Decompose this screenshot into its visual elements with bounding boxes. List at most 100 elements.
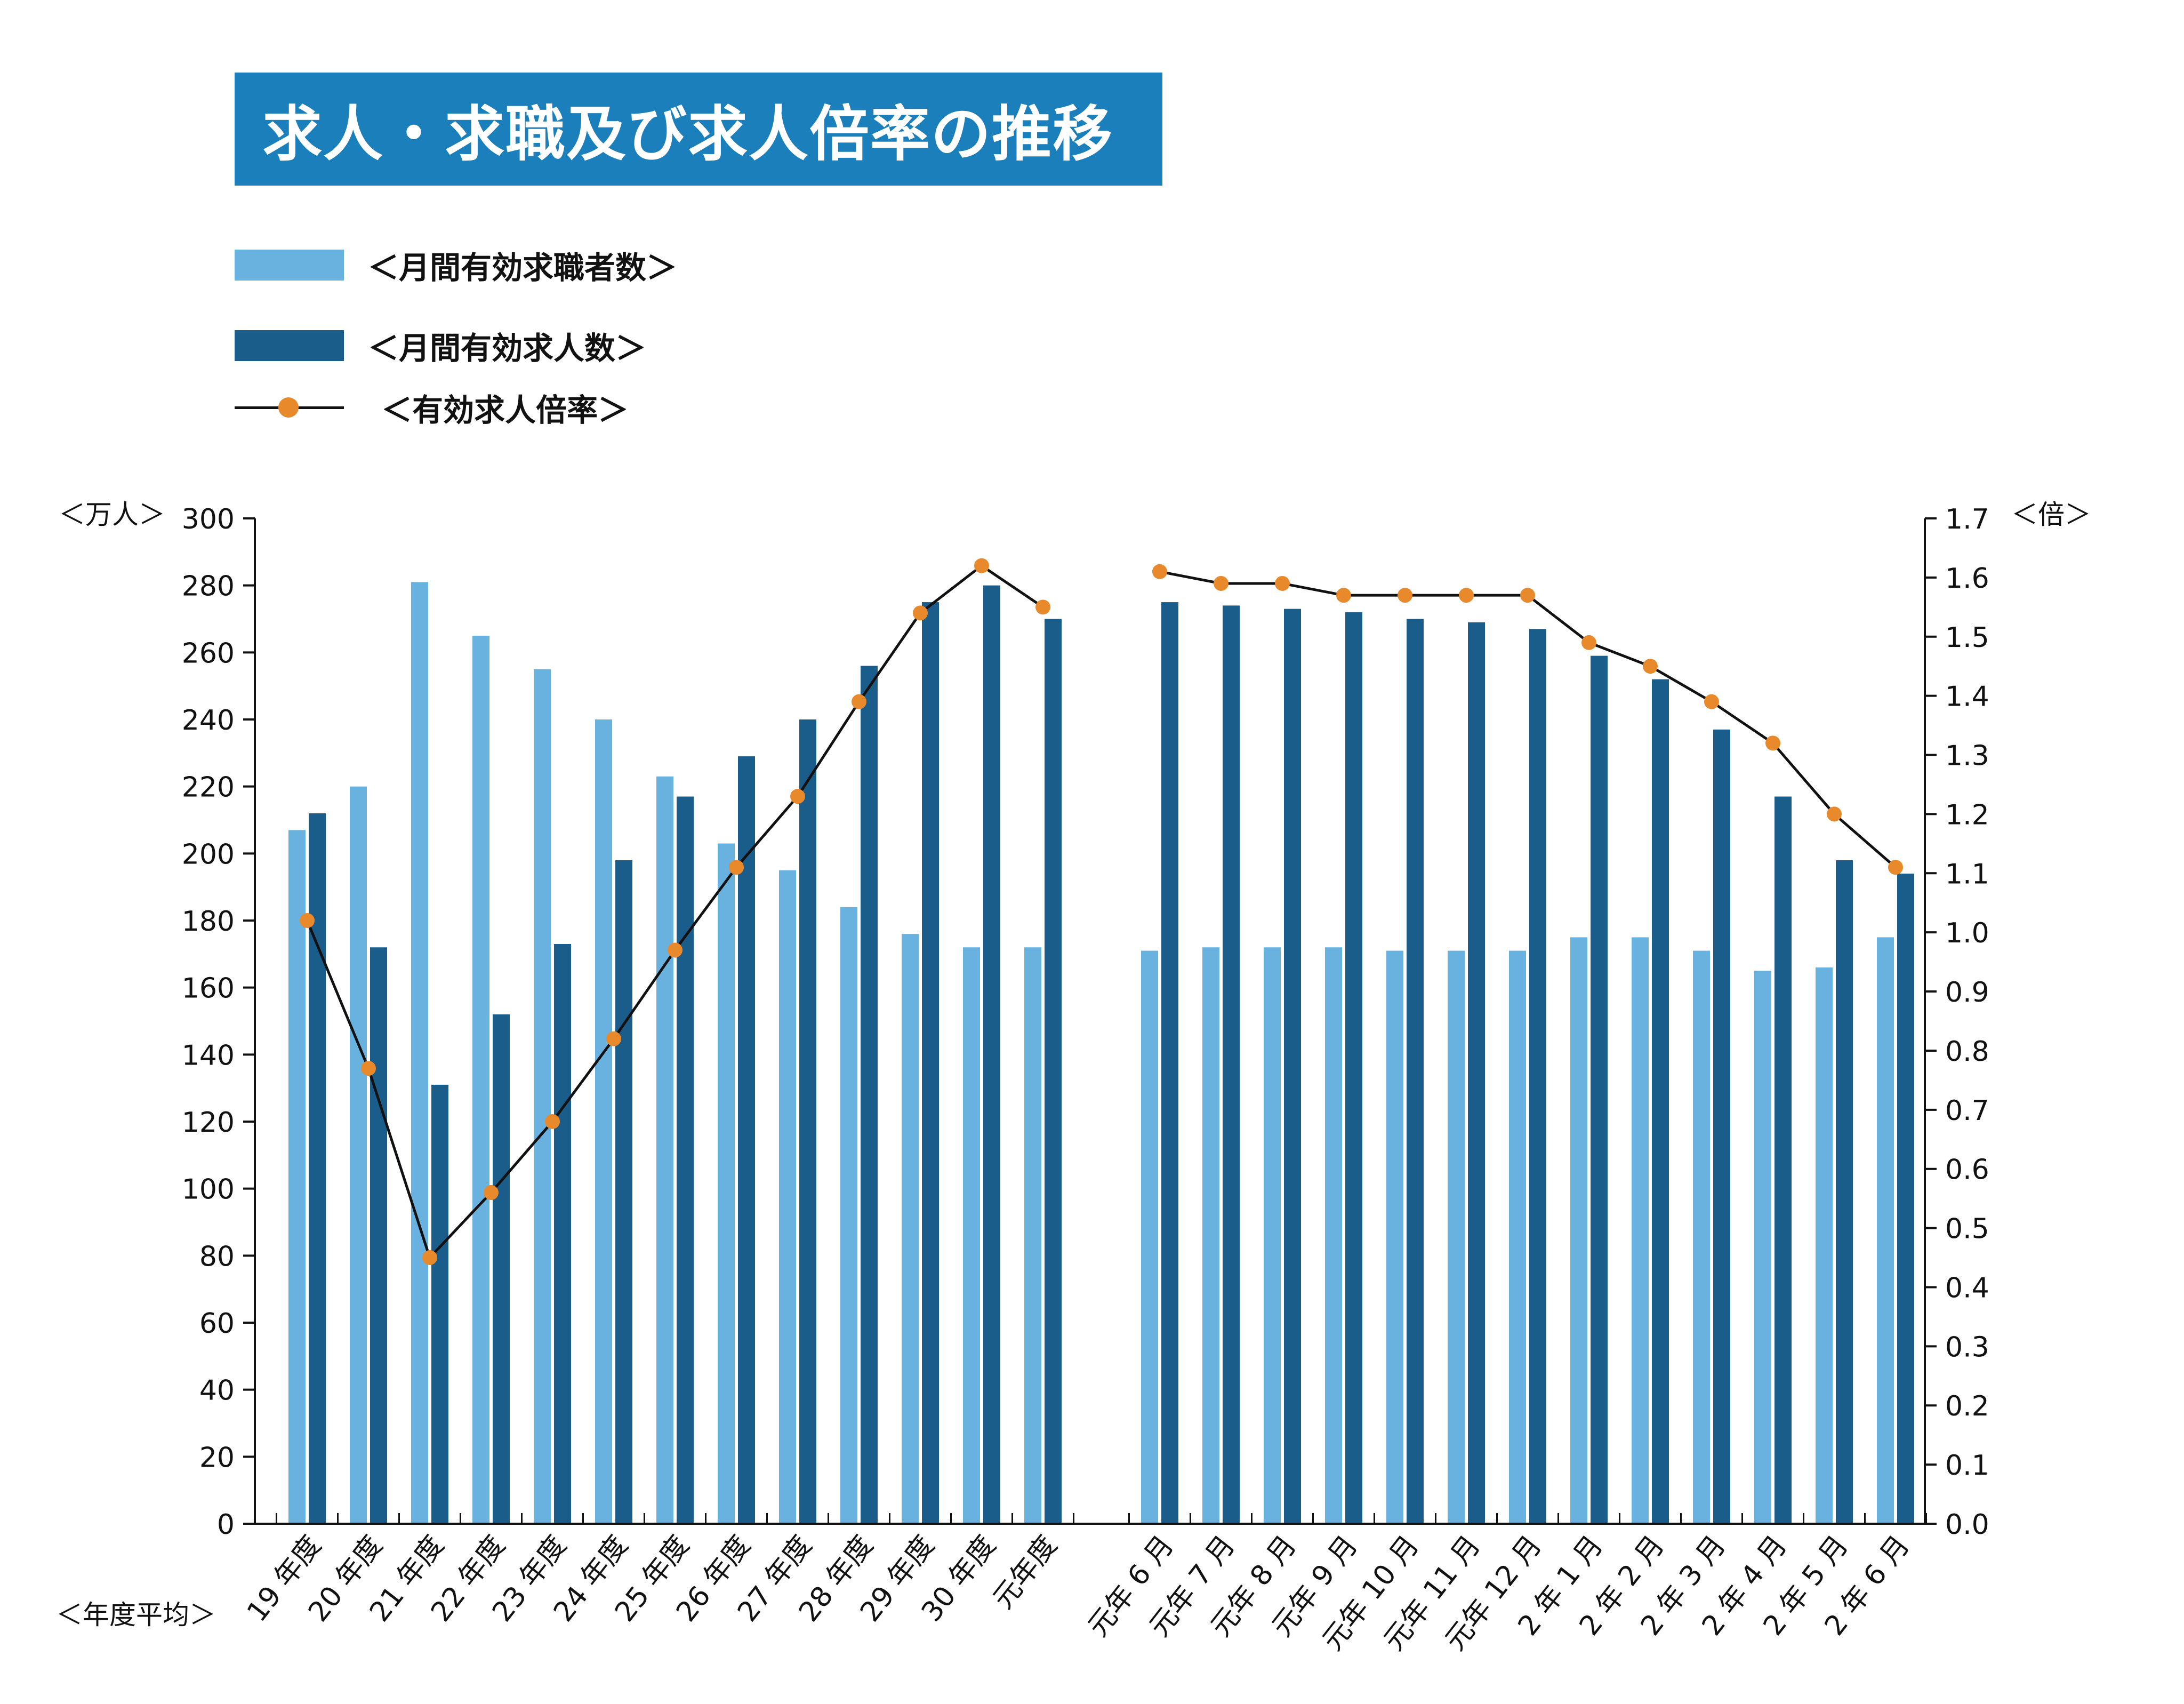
y-left-tick-label: 260 <box>182 637 235 669</box>
bar-seekers <box>963 947 980 1524</box>
x-tick-label: 元年度 <box>987 1530 1063 1615</box>
ratio-point <box>729 860 744 875</box>
y-right-tick-label: 0.8 <box>1945 1036 1989 1068</box>
ratio-point <box>1704 694 1719 709</box>
bar-openings <box>677 796 694 1524</box>
x-axis-label: ＜年度平均＞ <box>56 1599 216 1630</box>
bar-seekers <box>718 843 735 1524</box>
y-left-tick-label: 60 <box>199 1308 235 1340</box>
y-right-tick-label: 1.4 <box>1945 681 1989 713</box>
y-left-tick-label: 20 <box>199 1442 235 1474</box>
ratio-point <box>361 1061 376 1076</box>
bar-seekers <box>1693 950 1710 1524</box>
bar-openings <box>1407 619 1424 1524</box>
bar-openings <box>922 602 939 1524</box>
bar-seekers <box>1632 937 1649 1524</box>
bar-openings <box>554 943 571 1524</box>
bar-seekers <box>1024 947 1041 1524</box>
y-right-tick-label: 0.5 <box>1945 1213 1989 1245</box>
y-right-tick-label: 1.0 <box>1945 917 1989 949</box>
bar-seekers <box>1325 947 1342 1524</box>
ratio-point <box>606 1031 621 1046</box>
bar-openings <box>1284 609 1301 1524</box>
bar-openings <box>983 585 1000 1524</box>
y-left-tick-label: 200 <box>182 838 235 870</box>
bar-openings <box>1591 655 1608 1524</box>
bar-openings <box>431 1084 448 1524</box>
bar-openings <box>738 756 755 1524</box>
bar-openings <box>1897 874 1914 1524</box>
legend-label-openings: ＜月間有効求人数＞ <box>368 330 647 366</box>
bars-layer <box>288 582 1914 1524</box>
bar-openings <box>493 1014 510 1524</box>
legend-item-ratio: ＜有効求人倍率＞ <box>235 385 629 430</box>
ratio-point <box>1214 575 1228 591</box>
bar-openings <box>861 666 878 1524</box>
legend-swatch-seekers <box>235 250 344 281</box>
bar-seekers <box>1877 937 1894 1524</box>
bar-openings <box>615 860 632 1524</box>
bar-openings <box>1774 796 1792 1524</box>
ratio-point <box>545 1114 560 1129</box>
legend-label-ratio: ＜有効求人倍率＞ <box>381 392 629 428</box>
bar-openings <box>1223 605 1240 1524</box>
legend-swatch-openings <box>235 330 344 361</box>
y-right-tick-label: 0.9 <box>1945 977 1989 1009</box>
ratio-point <box>1398 588 1412 603</box>
y-left-tick-label: 180 <box>182 906 235 938</box>
ratio-point <box>790 789 805 804</box>
y-left-tick-label: 120 <box>182 1107 235 1139</box>
bar-seekers <box>1754 971 1771 1524</box>
y-right-tick-label: 0.2 <box>1945 1390 1989 1422</box>
y-right-tick-label: 0.7 <box>1945 1095 1989 1127</box>
bar-seekers <box>350 786 367 1524</box>
bar-seekers <box>595 719 612 1524</box>
y-right-tick-label: 0.6 <box>1945 1154 1989 1186</box>
ratio-point <box>1152 564 1167 579</box>
y-right-tick-label: 1.5 <box>1945 622 1989 654</box>
y-left-tick-label: 80 <box>199 1241 235 1273</box>
bar-openings <box>1045 619 1062 1524</box>
ratio-line-layer <box>300 558 1903 1266</box>
y-left-tick-label: 40 <box>199 1375 235 1407</box>
chart-title: 求人・求職及び求人倍率の推移 <box>262 100 1113 169</box>
y-right-tick-label: 1.7 <box>1945 503 1989 535</box>
ratio-point <box>668 942 682 958</box>
bar-openings <box>1529 629 1546 1524</box>
bar-seekers <box>472 635 489 1524</box>
y-right-tick-label: 1.1 <box>1945 858 1989 890</box>
y-left-tick-label: 300 <box>182 503 235 535</box>
bar-seekers <box>288 830 306 1524</box>
y-left-tick-label: 240 <box>182 705 235 737</box>
bar-openings <box>370 947 387 1524</box>
bar-seekers <box>840 907 857 1524</box>
ratio-point <box>1035 599 1050 615</box>
y-right-tick-label: 1.3 <box>1945 740 1989 772</box>
y-left-tick-label: 0 <box>217 1509 235 1541</box>
y-right-tick-label: 0.4 <box>1945 1272 1989 1304</box>
ratio-point <box>422 1250 437 1266</box>
y-left-tick-label: 100 <box>182 1174 235 1206</box>
bar-openings <box>1836 860 1853 1524</box>
bar-seekers <box>779 870 796 1524</box>
y-left-tick-label: 220 <box>182 772 235 804</box>
bar-seekers <box>1570 937 1587 1524</box>
legend-item-openings: ＜月間有効求人数＞ <box>235 323 646 368</box>
ratio-point <box>1520 588 1535 603</box>
y-right-tick-label: 1.6 <box>1945 563 1989 595</box>
bar-openings <box>1468 622 1485 1524</box>
ratio-point <box>1459 588 1474 603</box>
ratio-point <box>484 1185 499 1201</box>
ratio-point <box>1888 860 1903 875</box>
bar-seekers <box>1509 950 1526 1524</box>
legend-item-seekers: ＜月間有効求職者数＞ <box>235 243 677 287</box>
y-left-tick-label: 140 <box>182 1039 235 1071</box>
ratio-point <box>300 913 315 928</box>
bar-seekers <box>656 776 673 1524</box>
bar-seekers <box>902 934 919 1524</box>
y-right-tick-label: 1.2 <box>1945 799 1989 831</box>
ratio-point <box>1643 659 1658 674</box>
bar-openings <box>1713 729 1730 1524</box>
y-left-axis-label: ＜万人＞ <box>59 499 165 530</box>
